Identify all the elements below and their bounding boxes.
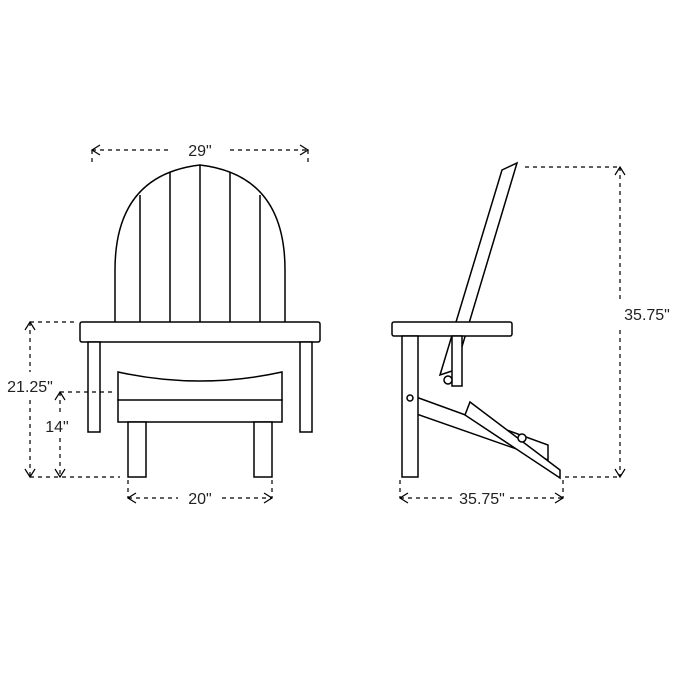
- dim-overall-height: [525, 167, 625, 477]
- label-overall-height: 35.75": [624, 307, 670, 324]
- label-arm-height: 21.25": [7, 379, 53, 396]
- side-view: 35.75" 35.75": [392, 163, 670, 508]
- front-view: 29" 20" 21.25" 14": [7, 143, 320, 508]
- label-seat-width: 20": [188, 491, 211, 508]
- label-top-width: 29": [188, 143, 211, 160]
- dimension-diagram: 29" 20" 21.25" 14": [0, 0, 700, 700]
- label-overall-depth: 35.75": [459, 491, 505, 508]
- dim-arm-height: [25, 322, 120, 477]
- label-seat-height: 14": [45, 419, 68, 436]
